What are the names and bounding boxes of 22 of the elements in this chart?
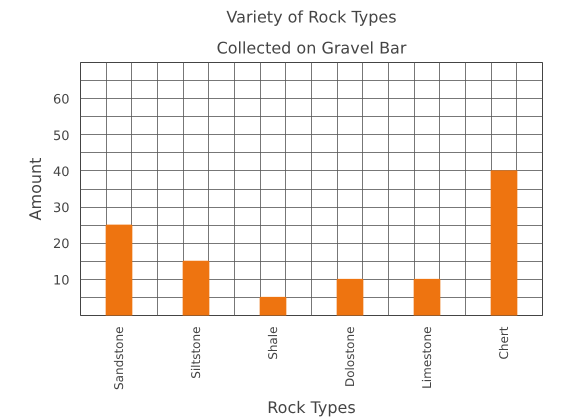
chart-title: Variety of Rock Types xyxy=(226,8,397,26)
bar xyxy=(490,170,518,316)
y-tick-label: 30 xyxy=(52,201,70,216)
x-tick-label: Sandstone xyxy=(112,326,126,390)
bar xyxy=(106,224,132,316)
bar xyxy=(414,278,440,316)
y-tick-label: 50 xyxy=(52,128,70,144)
bar xyxy=(336,278,364,316)
x-tick-label: Dolostone xyxy=(343,326,357,388)
x-tick-label: Chert xyxy=(497,326,511,360)
y-axis-title: Amount xyxy=(26,158,45,220)
y-tick-label: 60 xyxy=(52,92,70,108)
x-tick-label: Siltstone xyxy=(189,326,203,379)
x-axis-title: Rock Types xyxy=(267,398,356,417)
bar xyxy=(182,260,210,316)
x-tick-label: Shale xyxy=(266,326,280,360)
bar xyxy=(260,296,286,316)
y-tick-label: 40 xyxy=(52,164,70,180)
chart-subtitle: Collected on Gravel Bar xyxy=(216,38,407,58)
y-tick-label: 20 xyxy=(52,237,70,252)
x-tick-label: Limestone xyxy=(420,326,434,389)
y-tick-label: 10 xyxy=(52,273,70,288)
